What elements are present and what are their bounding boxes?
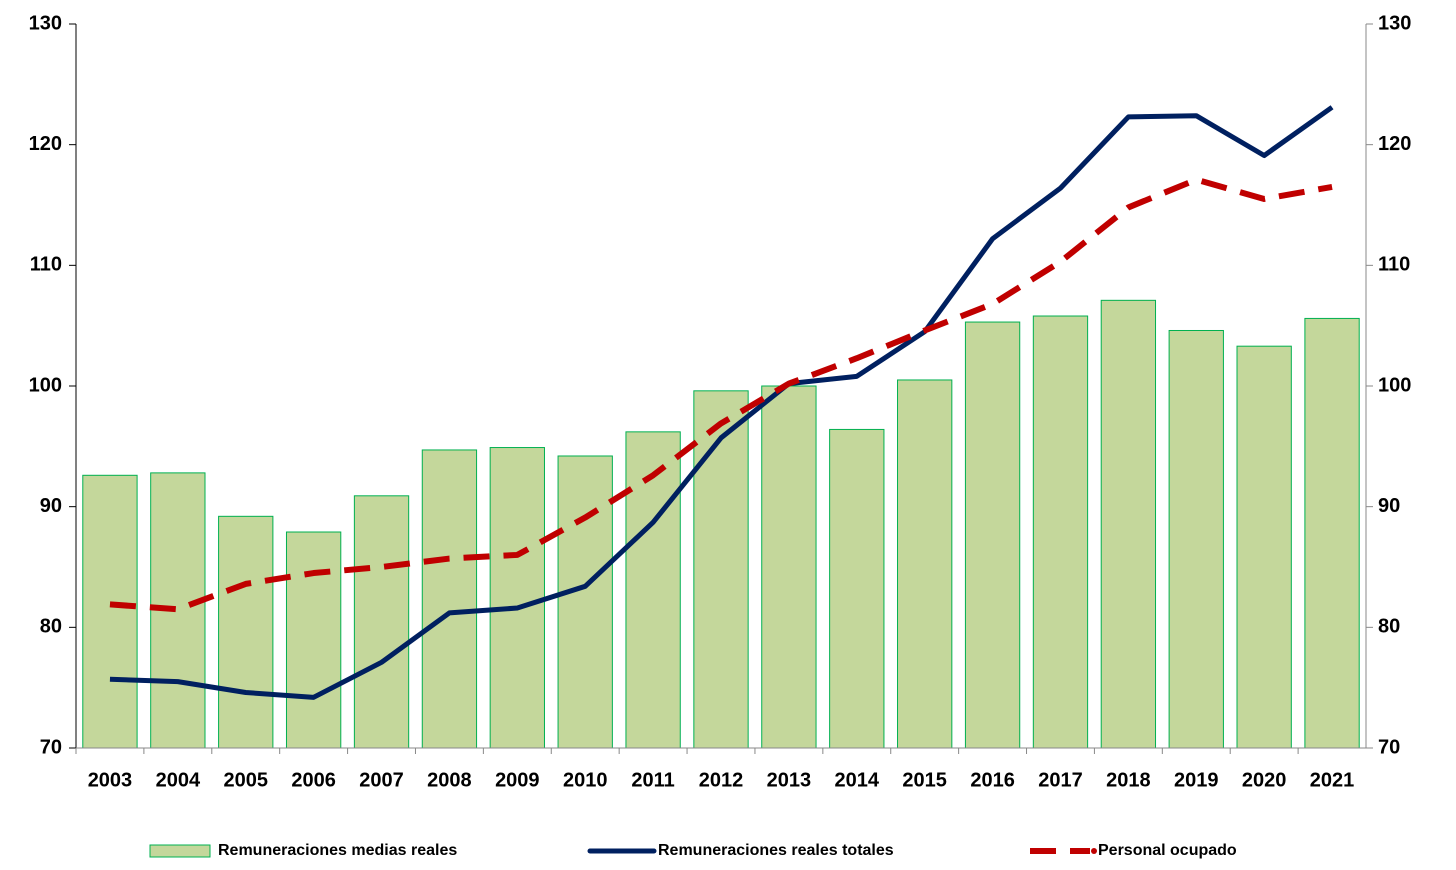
bar	[557, 455, 613, 749]
y-tick-label: 110	[30, 254, 62, 276]
x-tick-label: 2019	[1174, 769, 1219, 791]
bar	[964, 321, 1021, 749]
y2-tick-label: 90	[1378, 495, 1400, 517]
x-tick-label: 2016	[970, 769, 1015, 791]
x-tick-label: 2010	[563, 769, 608, 791]
legend-label: Remuneraciones medias reales	[218, 842, 457, 859]
y2-tick-label: 110	[1378, 254, 1410, 276]
bar	[829, 428, 885, 749]
bar	[353, 495, 410, 749]
bar	[1032, 315, 1089, 749]
bar	[82, 474, 138, 749]
y-tick-label: 90	[40, 495, 62, 517]
x-tick-label: 2007	[359, 769, 404, 791]
y2-tick-label: 100	[1378, 374, 1411, 396]
x-tick-label: 2003	[88, 769, 133, 791]
y-tick-label: 120	[29, 133, 62, 155]
legend-swatch	[1091, 848, 1097, 854]
x-tick-label: 2017	[1038, 769, 1083, 791]
y-tick-label: 70	[40, 736, 62, 758]
y2-tick-label: 70	[1378, 736, 1400, 758]
x-tick-label: 2014	[835, 769, 880, 791]
bar	[1100, 299, 1157, 749]
x-tick-label: 2021	[1310, 769, 1355, 791]
x-tick-label: 2018	[1106, 769, 1151, 791]
x-tick-label: 2004	[156, 769, 201, 791]
legend-label: Personal ocupado	[1098, 842, 1237, 859]
x-tick-label: 2020	[1242, 769, 1287, 791]
x-tick-label: 2013	[767, 769, 812, 791]
y-tick-label: 130	[29, 12, 62, 34]
x-tick-label: 2015	[902, 769, 947, 791]
y-tick-label: 100	[29, 374, 62, 396]
y2-tick-label: 80	[1378, 616, 1400, 638]
bar	[489, 447, 545, 749]
bar	[421, 449, 478, 749]
bar	[761, 385, 817, 749]
legend-label: Remuneraciones reales totales	[658, 842, 894, 859]
y-tick-label: 80	[40, 616, 62, 638]
bar	[285, 531, 342, 749]
legend-swatch	[149, 844, 211, 858]
bar	[1304, 317, 1360, 749]
x-tick-label: 2011	[631, 769, 674, 791]
x-tick-label: 2006	[291, 769, 336, 791]
x-tick-label: 2005	[223, 769, 268, 791]
y2-tick-label: 130	[1378, 12, 1411, 34]
bar	[693, 390, 749, 749]
x-tick-label: 2009	[495, 769, 540, 791]
y2-tick-label: 120	[1378, 133, 1411, 155]
bar	[625, 431, 681, 749]
bar	[1236, 345, 1292, 749]
bar	[1168, 329, 1224, 749]
x-tick-label: 2012	[699, 769, 744, 791]
bar	[218, 515, 274, 749]
line	[109, 105, 1334, 700]
x-tick-label: 2008	[427, 769, 472, 791]
bar	[897, 379, 953, 749]
line	[109, 176, 1333, 613]
